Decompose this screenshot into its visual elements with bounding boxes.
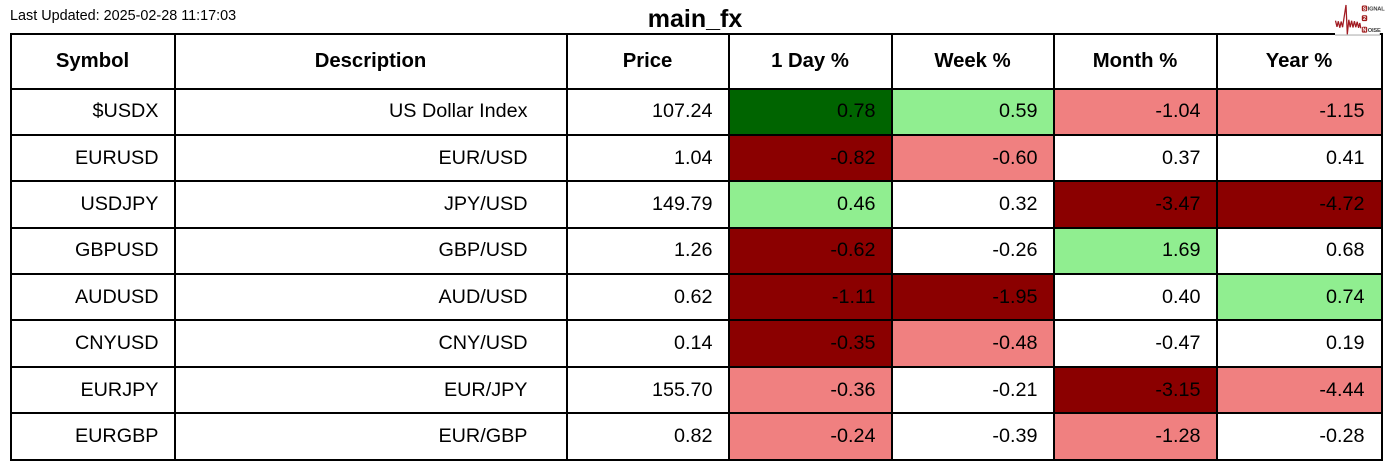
svg-text:N: N <box>1363 28 1367 34</box>
svg-text:OISE: OISE <box>1368 28 1381 34</box>
svg-text:2: 2 <box>1363 16 1366 22</box>
svg-text:IGNAL: IGNAL <box>1368 7 1385 13</box>
svg-text:S: S <box>1363 6 1367 12</box>
